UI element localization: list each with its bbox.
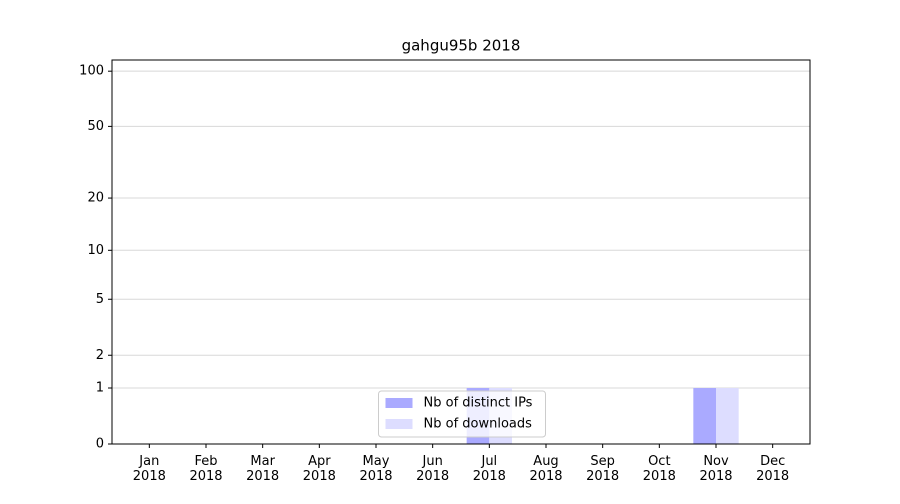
legend: Nb of distinct IPs Nb of downloads — [378, 390, 546, 438]
plot-frame — [111, 59, 811, 445]
y-tick-label: 2 — [96, 348, 104, 363]
y-tick-label: 20 — [87, 191, 104, 206]
y-tick-label: 1 — [96, 381, 104, 396]
bar — [716, 388, 739, 444]
x-tick-label: Jan 2018 — [133, 454, 166, 484]
x-tick-label: Oct 2018 — [643, 454, 676, 484]
legend-swatch — [385, 398, 413, 408]
y-tick-label: 10 — [87, 243, 104, 258]
bar — [693, 388, 716, 444]
y-tick-label: 5 — [96, 292, 104, 307]
x-tick-label: Aug 2018 — [529, 454, 562, 484]
x-tick-label: Sep 2018 — [586, 454, 619, 484]
chart-title: gahgu95b 2018 — [402, 37, 521, 55]
x-tick-label: Feb 2018 — [189, 454, 222, 484]
y-tick-label: 0 — [96, 437, 104, 452]
legend-label: Nb of downloads — [424, 417, 533, 432]
legend-label: Nb of distinct IPs — [424, 396, 533, 411]
x-tick-label: May 2018 — [359, 454, 392, 484]
x-tick-label: Nov 2018 — [699, 454, 732, 484]
x-tick-label: Jun 2018 — [416, 454, 449, 484]
legend-swatch — [385, 419, 413, 429]
x-tick-label: Dec 2018 — [756, 454, 789, 484]
x-tick-label: Mar 2018 — [246, 454, 279, 484]
y-tick-label: 50 — [87, 119, 104, 134]
y-tick-label: 100 — [79, 64, 104, 79]
x-tick-label: Apr 2018 — [303, 454, 336, 484]
x-tick-label: Jul 2018 — [473, 454, 506, 484]
legend-box — [378, 390, 546, 438]
